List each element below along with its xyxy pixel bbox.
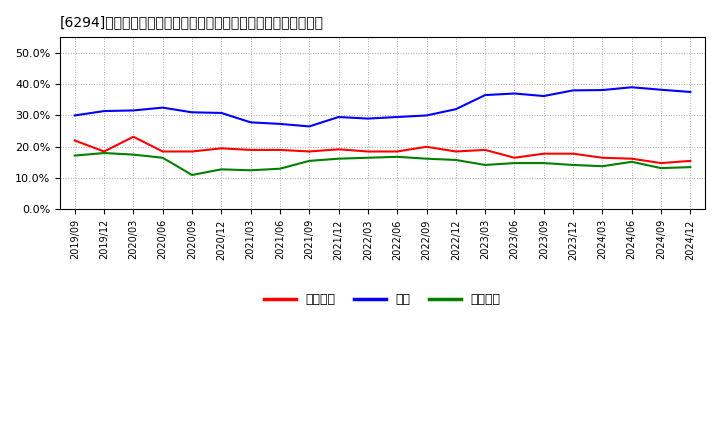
- 在庫: [71, 113, 79, 118]
- 買入債務: [158, 155, 167, 161]
- 買入債務: [539, 161, 548, 166]
- 在庫: [129, 108, 138, 113]
- 在庫: [393, 114, 402, 120]
- 売上債権: [510, 155, 519, 161]
- 買入債務: [246, 168, 255, 173]
- 買入債務: [276, 166, 284, 171]
- 売上債権: [364, 149, 372, 154]
- 売上債権: [71, 138, 79, 143]
- 買入債務: [364, 155, 372, 161]
- 売上債権: [158, 149, 167, 154]
- 在庫: [246, 120, 255, 125]
- 在庫: [217, 110, 225, 116]
- 売上債権: [334, 147, 343, 152]
- 買入債務: [422, 156, 431, 161]
- 買入債務: [393, 154, 402, 159]
- 在庫: [569, 88, 577, 93]
- 売上債権: [217, 146, 225, 151]
- 買入債務: [305, 158, 314, 164]
- 在庫: [657, 87, 665, 92]
- 在庫: [188, 110, 197, 115]
- 在庫: [686, 89, 695, 95]
- 売上債権: [539, 151, 548, 156]
- Legend: 売上債権, 在庫, 買入債務: 売上債権, 在庫, 買入債務: [259, 288, 505, 311]
- 売上債権: [305, 149, 314, 154]
- 買入債務: [334, 156, 343, 161]
- 買入債務: [510, 161, 519, 166]
- 在庫: [481, 92, 490, 98]
- 売上債権: [598, 155, 607, 161]
- 買入債務: [569, 162, 577, 168]
- 売上債権: [188, 149, 197, 154]
- 在庫: [276, 121, 284, 127]
- 売上債権: [393, 149, 402, 154]
- 売上債権: [569, 151, 577, 156]
- 在庫: [305, 124, 314, 129]
- Text: [6294]　売上債権、在庫、買入債務の総資産に対する比率の推移: [6294] 売上債権、在庫、買入債務の総資産に対する比率の推移: [60, 15, 324, 29]
- 売上債権: [129, 134, 138, 139]
- 在庫: [334, 114, 343, 120]
- 売上債権: [422, 144, 431, 150]
- 買入債務: [451, 158, 460, 163]
- 売上債権: [657, 161, 665, 166]
- 在庫: [627, 84, 636, 90]
- 売上債権: [276, 147, 284, 153]
- 買入債務: [657, 165, 665, 171]
- 在庫: [510, 91, 519, 96]
- 売上債権: [627, 156, 636, 161]
- 在庫: [451, 106, 460, 112]
- Line: 売上債権: 売上債権: [75, 137, 690, 163]
- 買入債務: [481, 162, 490, 168]
- 売上債権: [451, 149, 460, 154]
- 買入債務: [71, 153, 79, 158]
- 買入債務: [100, 150, 109, 156]
- Line: 在庫: 在庫: [75, 87, 690, 126]
- 買入債務: [188, 172, 197, 178]
- 在庫: [158, 105, 167, 110]
- Line: 買入債務: 買入債務: [75, 153, 690, 175]
- 在庫: [100, 108, 109, 114]
- 在庫: [598, 88, 607, 93]
- 売上債権: [100, 149, 109, 154]
- 買入債務: [217, 167, 225, 172]
- 売上債権: [686, 158, 695, 164]
- 在庫: [422, 113, 431, 118]
- 買入債務: [627, 159, 636, 165]
- 売上債権: [481, 147, 490, 153]
- 買入債務: [686, 165, 695, 170]
- 在庫: [364, 116, 372, 121]
- 売上債権: [246, 147, 255, 153]
- 在庫: [539, 93, 548, 99]
- 買入債務: [129, 152, 138, 157]
- 買入債務: [598, 164, 607, 169]
